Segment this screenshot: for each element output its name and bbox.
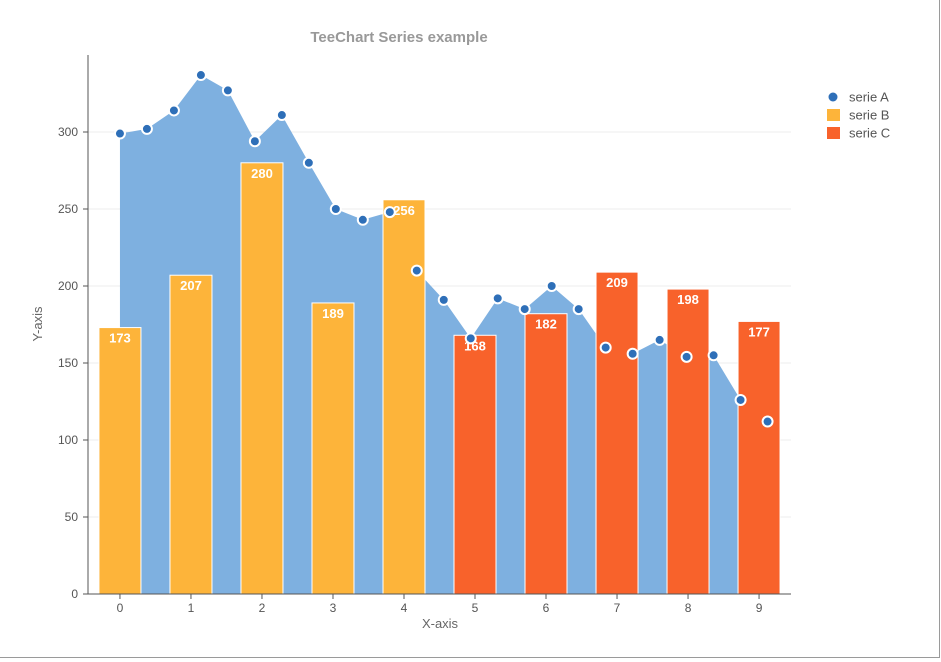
- legend-label: serie B: [849, 108, 889, 123]
- bar-value-label: 209: [606, 275, 628, 290]
- serie-a-point: [572, 303, 585, 316]
- legend-swatch: [827, 127, 840, 139]
- serie-a-point: [437, 293, 450, 306]
- bar: [524, 313, 568, 595]
- x-tick-label: 8: [685, 601, 692, 615]
- x-tick-label: 4: [401, 601, 408, 615]
- serie-a-point: [626, 347, 639, 360]
- bar-value-label: 189: [322, 306, 344, 321]
- y-tick-label: 50: [65, 510, 79, 524]
- y-axis-title: Y-axis: [30, 306, 45, 341]
- bar: [453, 334, 497, 595]
- serie-a-point: [761, 415, 774, 428]
- serie-a-point: [248, 135, 261, 148]
- bar-value-label: 168: [464, 338, 486, 353]
- bar-value-labels: 173 207 280 189 256 168 182 209 198 177: [109, 166, 770, 353]
- serie-a-point: [356, 213, 369, 226]
- x-tick-label: 5: [472, 601, 479, 615]
- y-tick-label: 300: [58, 125, 78, 139]
- serie-a-point: [545, 280, 558, 292]
- serie-a-point: [302, 156, 315, 169]
- legend-item[interactable]: serie B: [827, 108, 889, 123]
- serie-a-point: [194, 69, 207, 82]
- legend-swatch: [828, 92, 838, 102]
- serie-a-point: [221, 84, 234, 97]
- x-tick-label: 0: [117, 601, 124, 615]
- serie-a-point: [518, 303, 531, 316]
- bar: [382, 199, 426, 595]
- legend-item[interactable]: serie A: [828, 90, 890, 105]
- bar: [169, 274, 213, 595]
- x-tick-label: 7: [614, 601, 621, 615]
- y-tick-label: 100: [58, 433, 78, 447]
- serie-a-point: [410, 264, 423, 277]
- serie-a-marker-layer: [113, 69, 774, 428]
- x-tick-label: 3: [330, 601, 337, 615]
- serie-a-point: [275, 109, 288, 122]
- serie-a-point: [383, 206, 396, 219]
- bar-value-label: 207: [180, 278, 202, 293]
- serie-a-point: [680, 350, 693, 363]
- x-tick-label: 6: [543, 601, 550, 615]
- bar: [666, 288, 710, 595]
- y-tick-label: 150: [58, 356, 78, 370]
- serie-a-point: [140, 122, 153, 135]
- serie-a-point: [491, 292, 504, 305]
- y-tick-label: 250: [58, 202, 78, 216]
- bar: [240, 162, 284, 595]
- legend-label: serie C: [849, 126, 890, 141]
- bar: [595, 271, 639, 595]
- legend-swatch: [827, 109, 840, 121]
- serie-a-point: [464, 332, 477, 345]
- serie-a-point: [707, 349, 720, 362]
- x-tick-label: 2: [259, 601, 266, 615]
- bar-value-label: 198: [677, 292, 699, 307]
- bar-value-label: 177: [748, 324, 770, 339]
- serie-a-point: [653, 333, 666, 346]
- bar: [737, 320, 781, 595]
- bar-value-label: 182: [535, 317, 557, 332]
- serie-a-point: [599, 341, 612, 354]
- bar: [98, 327, 142, 595]
- bar-value-label: 256: [393, 203, 415, 218]
- legend-label: serie A: [849, 90, 889, 105]
- x-axis-title: X-axis: [422, 616, 459, 631]
- bar: [311, 302, 355, 595]
- x-tick-label: 1: [188, 601, 195, 615]
- serie-a-point: [113, 127, 126, 140]
- bar-layer: [98, 162, 781, 595]
- y-tick-label: 0: [71, 587, 78, 601]
- x-tick-label: 9: [756, 601, 763, 615]
- axes: 0 50 100 150 200 250 300 0 1 2 3 4 5 6 7 8 9: [58, 55, 791, 615]
- chart-title: TeeChart Series example: [310, 29, 487, 46]
- y-tick-label: 200: [58, 279, 78, 293]
- legend-item[interactable]: serie C: [827, 126, 890, 141]
- bar-value-label: 280: [251, 166, 273, 181]
- serie-a-point: [167, 104, 180, 117]
- legend[interactable]: serie A serie B serie C: [827, 90, 890, 141]
- serie-a-point: [329, 203, 342, 215]
- bar-value-label: 173: [109, 331, 131, 346]
- serie-a-point: [734, 393, 747, 406]
